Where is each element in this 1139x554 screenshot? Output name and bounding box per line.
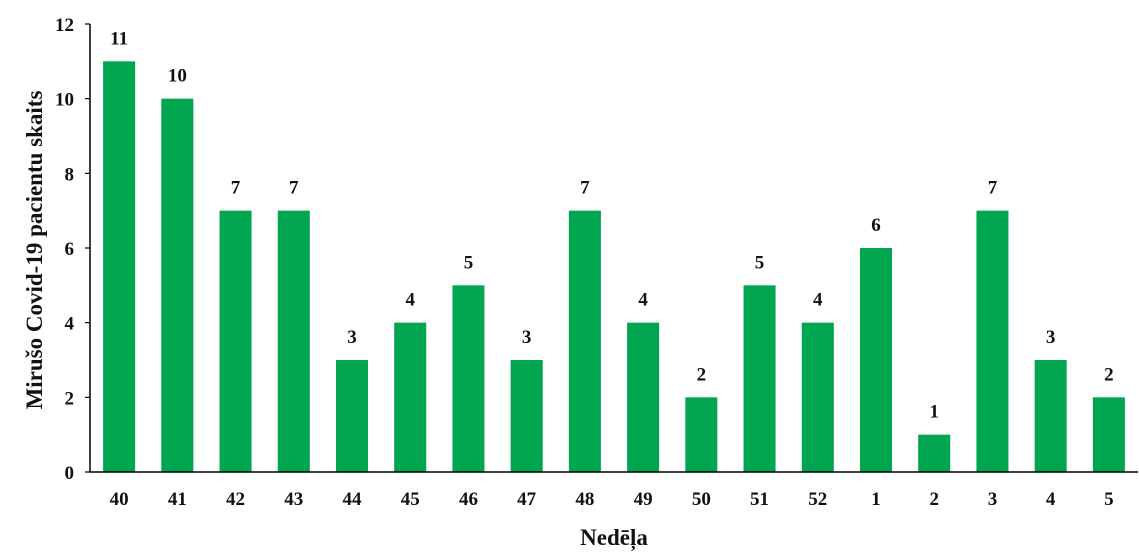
data-label-week-50: 2 xyxy=(697,364,707,385)
bar-week-51 xyxy=(743,285,776,472)
bar-week-46 xyxy=(452,285,485,472)
bar-week-41 xyxy=(161,98,194,473)
x-tick-label: 47 xyxy=(517,489,537,510)
x-tick-label: 5 xyxy=(1104,489,1114,510)
bar-week-50 xyxy=(685,397,718,472)
data-label-week-42: 7 xyxy=(231,178,241,199)
x-axis-title: Nedēļa xyxy=(580,525,648,552)
bar-week-43 xyxy=(277,210,310,473)
data-label-week-51: 5 xyxy=(755,252,765,273)
x-tick-label: 43 xyxy=(284,489,303,510)
y-tick-label: 6 xyxy=(65,239,75,260)
x-tick-label: 40 xyxy=(110,489,129,510)
data-label-week-1: 6 xyxy=(871,215,881,236)
y-tick-label: 8 xyxy=(65,164,75,185)
data-label-week-47: 3 xyxy=(522,327,532,348)
bar-week-48 xyxy=(568,210,601,473)
data-label-week-49: 4 xyxy=(638,290,648,311)
data-label-week-44: 3 xyxy=(347,327,357,348)
x-tick-label: 44 xyxy=(343,489,363,510)
data-label-week-48: 7 xyxy=(580,178,590,199)
y-tick-label: 0 xyxy=(65,463,75,484)
data-label-week-2: 1 xyxy=(929,402,939,423)
bar-week-42 xyxy=(219,210,252,473)
bar-week-40 xyxy=(103,61,136,472)
x-tick-label: 45 xyxy=(401,489,420,510)
bar-week-3 xyxy=(976,210,1009,473)
x-tick-label: 41 xyxy=(168,489,187,510)
data-label-week-4: 3 xyxy=(1046,327,1056,348)
bar-week-49 xyxy=(627,322,660,472)
x-tick-label: 4 xyxy=(1046,489,1056,510)
x-tick-label: 51 xyxy=(750,489,769,510)
x-tick-label: 2 xyxy=(929,489,939,510)
bar-week-44 xyxy=(335,360,369,472)
x-tick-label: 52 xyxy=(808,489,827,510)
bar-week-1 xyxy=(859,248,893,472)
bar-week-4 xyxy=(1034,360,1067,472)
x-tick-label: 50 xyxy=(692,489,711,510)
data-label-week-3: 7 xyxy=(988,178,998,199)
x-tick-label: 49 xyxy=(634,489,653,510)
x-ticks-layer: 40 41 42 43 44 45 46 47 48 49 50 51 52 1 2 3 4 5 xyxy=(110,489,1114,510)
bar-week-47 xyxy=(510,360,543,472)
data-label-week-5: 2 xyxy=(1104,364,1114,385)
data-label-week-40: 11 xyxy=(110,28,128,49)
x-tick-label: 42 xyxy=(226,489,245,510)
y-tick-label: 10 xyxy=(55,90,74,111)
data-label-week-46: 5 xyxy=(464,252,474,273)
data-label-week-52: 4 xyxy=(813,290,823,311)
x-tick-label: 3 xyxy=(988,489,998,510)
y-axis-title: Mirušo Covid-19 pacientu skaits xyxy=(22,91,47,410)
x-tick-label: 48 xyxy=(575,489,594,510)
data-label-week-45: 4 xyxy=(405,290,415,311)
y-ticks-layer: 0 2 4 6 8 10 12 xyxy=(55,15,90,484)
bar-week-2 xyxy=(918,434,951,472)
y-tick-label: 4 xyxy=(65,314,75,335)
bar-week-52 xyxy=(801,322,834,472)
y-tick-label: 2 xyxy=(65,388,75,409)
bar-week-45 xyxy=(394,322,427,472)
data-labels-layer: 11 10 7 7 3 4 5 3 7 4 2 5 4 6 1 7 3 2 xyxy=(110,28,1114,422)
bar-week-5 xyxy=(1092,397,1125,472)
x-tick-label: 46 xyxy=(459,489,478,510)
data-label-week-43: 7 xyxy=(289,178,299,199)
data-label-week-41: 10 xyxy=(168,66,187,87)
bars-layer xyxy=(103,61,1125,473)
x-tick-label: 1 xyxy=(871,489,881,510)
y-tick-label: 12 xyxy=(55,15,74,36)
